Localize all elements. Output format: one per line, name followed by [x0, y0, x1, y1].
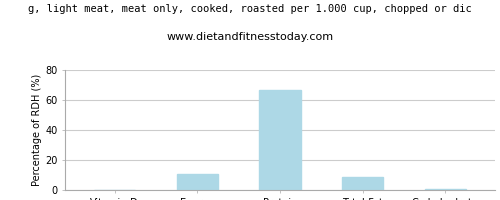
Bar	[176, 173, 218, 190]
Text: www.dietandfitnesstoday.com: www.dietandfitnesstoday.com	[166, 32, 334, 42]
Text: g, light meat, meat only, cooked, roasted per 1.000 cup, chopped or dic: g, light meat, meat only, cooked, roaste…	[28, 4, 472, 14]
Y-axis label: Percentage of RDH (%): Percentage of RDH (%)	[32, 74, 42, 186]
Bar	[342, 176, 384, 190]
Bar	[260, 90, 300, 190]
Bar	[424, 188, 466, 190]
